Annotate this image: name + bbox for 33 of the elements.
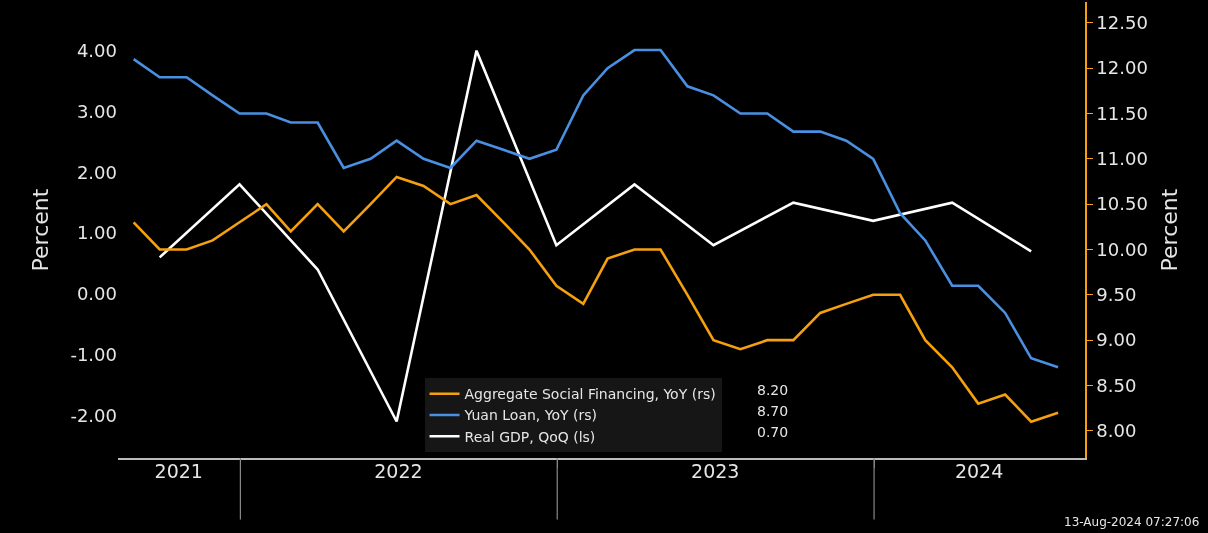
y-tick-label: -2.00 [70, 404, 117, 426]
y-tick-label: 4.00 [76, 39, 117, 61]
y2-axis-title: Percent [1157, 188, 1183, 272]
y2-tick-label: 12.50 [1096, 12, 1148, 34]
line-series [132, 48, 1060, 369]
y-tick-label: 2.00 [76, 161, 117, 183]
x-tick-label: 2023 [691, 460, 740, 482]
legend-label: Aggregate Social Financing, YoY (rs) [464, 386, 716, 403]
line-series [158, 49, 1033, 423]
y-axis-title: Percent [28, 188, 54, 272]
y-tick-label: -1.00 [70, 343, 117, 365]
y2-tick-label: 9.50 [1096, 284, 1137, 306]
y-tick-label: 1.00 [76, 222, 117, 244]
y2-tick-label: 8.00 [1096, 420, 1137, 442]
y2-tick-label: 10.00 [1096, 238, 1148, 260]
line-series [132, 175, 1060, 424]
annotation: 0.70 [757, 424, 789, 440]
annotation: 8.70 [757, 403, 789, 419]
y2-tick-label: 10.50 [1096, 193, 1148, 215]
legend-label: Real GDP, QoQ (ls) [464, 428, 596, 445]
y2-tick-label: 11.50 [1096, 102, 1148, 124]
y-tick-label: 3.00 [76, 100, 117, 122]
y-tick-label: 0.00 [76, 283, 117, 305]
x-tick-label: 2021 [154, 460, 203, 482]
x-tick-label: 2024 [954, 460, 1004, 482]
y2-tick-label: 11.00 [1096, 148, 1148, 170]
legend-label: Yuan Loan, YoY (rs) [463, 407, 597, 424]
y2-tick-label: 9.00 [1096, 329, 1137, 351]
y2-tick-label: 8.50 [1096, 374, 1137, 396]
x-tick-label: 2022 [374, 460, 423, 482]
text: 13-Aug-2024 07:27:06 [1064, 515, 1200, 529]
annotation: 8.20 [757, 382, 789, 398]
y2-tick-label: 12.00 [1096, 57, 1148, 79]
